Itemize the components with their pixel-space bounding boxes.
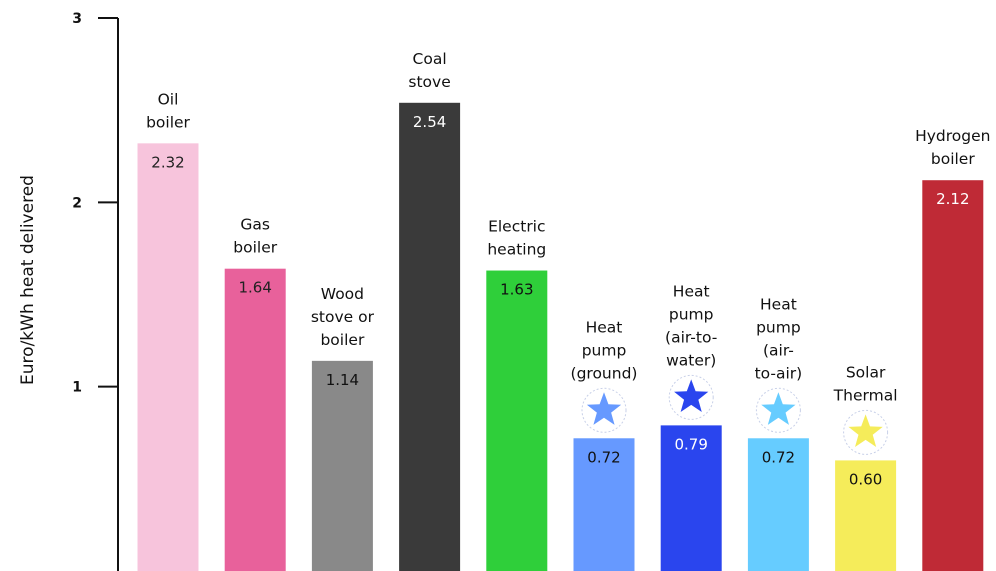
category-label: Thermal: [833, 386, 898, 404]
category-label: Coal: [413, 50, 447, 68]
value-label: 0.60: [849, 470, 882, 488]
star-icon: [848, 414, 883, 447]
category-label: Solar: [846, 363, 886, 381]
y-tick-label: 1: [72, 380, 82, 396]
category-label: Electric: [488, 218, 545, 236]
star-icon: [761, 392, 796, 425]
bar: [660, 425, 722, 571]
category-label: Heat: [586, 318, 623, 336]
value-label: 0.72: [762, 448, 795, 466]
bar: [224, 268, 286, 571]
category-label: to-air): [755, 364, 803, 382]
value-label: 1.14: [326, 371, 359, 389]
star-halo: [843, 409, 889, 455]
bar: [311, 360, 373, 571]
value-label: 2.12: [936, 190, 969, 208]
category-label: Oil: [158, 90, 179, 108]
category-label: stove or: [311, 308, 375, 326]
y-tick-label: 3: [72, 11, 82, 27]
category-label: boiler: [931, 150, 975, 168]
bar: [747, 438, 809, 571]
value-label: 1.63: [500, 281, 533, 299]
star-halo: [668, 374, 714, 420]
value-label: 2.54: [413, 113, 446, 131]
bar: [486, 270, 548, 571]
category-label: pump: [582, 341, 627, 359]
category-label: boiler: [320, 331, 364, 349]
value-label: 2.32: [151, 153, 184, 171]
y-tick-label: 2: [72, 195, 82, 211]
category-label: Wood: [321, 285, 364, 303]
category-label: (air-: [763, 341, 794, 359]
bar: [922, 180, 984, 571]
star-halo: [581, 387, 627, 433]
bar: [573, 438, 635, 571]
value-label: 1.64: [238, 279, 271, 297]
category-label: Heat: [673, 282, 710, 300]
star-halo: [755, 387, 801, 433]
star-icon: [674, 379, 709, 412]
bar: [835, 460, 897, 571]
value-label: 0.72: [587, 448, 620, 466]
category-label: water): [666, 351, 716, 369]
category-label: Gas: [240, 216, 270, 234]
category-label: Heat: [760, 295, 797, 313]
bar: [399, 102, 461, 571]
category-label: boiler: [233, 239, 277, 257]
category-label: pump: [669, 305, 714, 323]
bar: [137, 143, 199, 571]
category-label: stove: [408, 73, 450, 91]
category-label: Hydrogen: [915, 127, 990, 145]
value-label: 0.79: [674, 435, 707, 453]
category-label: boiler: [146, 113, 190, 131]
category-label: (ground): [571, 364, 638, 382]
star-icon: [586, 392, 622, 425]
category-label: (air-to-: [665, 328, 717, 346]
category-label: heating: [487, 241, 546, 259]
category-label: pump: [756, 318, 801, 336]
